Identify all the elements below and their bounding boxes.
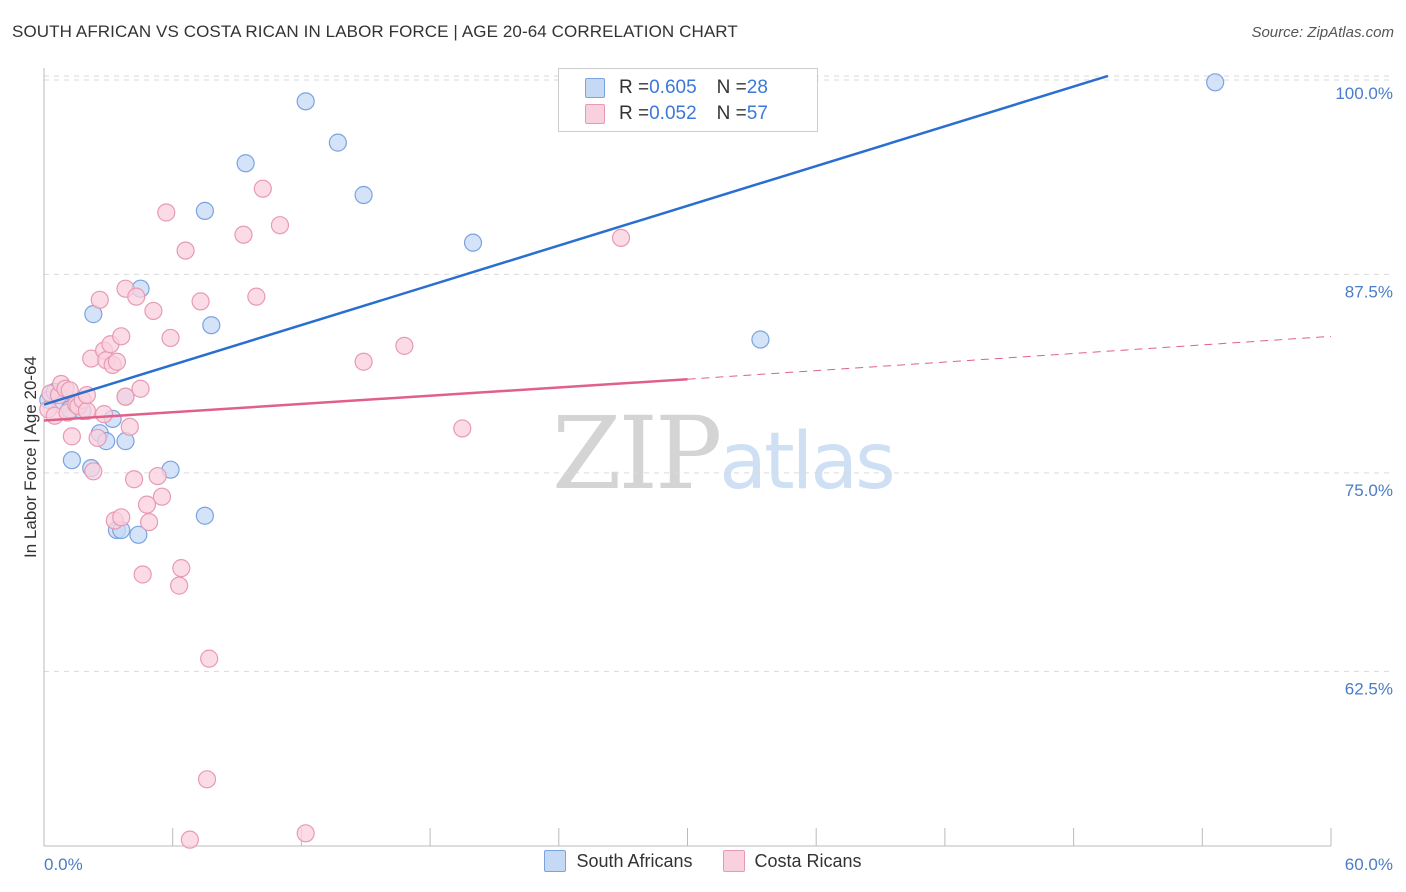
costa-rican-point: [94, 405, 114, 424]
legend-swatch-blue: [585, 78, 605, 98]
south-african-point: [202, 316, 221, 335]
costa-rican-point: [120, 417, 139, 436]
costa-rican-point: [234, 225, 253, 244]
costa-rican-point: [247, 287, 266, 306]
south-african-point: [129, 525, 148, 544]
y-tick-label: 87.5%: [1345, 282, 1393, 301]
x-tick-label-max: 60.0%: [1345, 855, 1393, 874]
legend-n-label: N =: [716, 77, 747, 98]
costa-rican-point: [197, 770, 217, 789]
series-legend-costa-ricans[interactable]: Costa Ricans: [722, 850, 862, 872]
series-legend-south-africans[interactable]: South Africans: [544, 850, 693, 872]
costa-rican-point: [161, 328, 180, 348]
costa-rican-point: [180, 830, 199, 849]
series-swatch-blue: [544, 850, 567, 872]
costa-rican-point: [253, 179, 272, 198]
costa-rican-point: [84, 462, 103, 481]
south-african-point: [236, 154, 255, 173]
legend-r-label: R =: [619, 77, 650, 98]
costa-rican-point: [148, 466, 167, 486]
costa-rican-point: [140, 512, 159, 532]
costa-rican-point: [62, 427, 81, 446]
costa-rican-point: [107, 352, 127, 371]
south-african-point: [195, 506, 214, 525]
watermark-atlas: atlas: [719, 417, 895, 507]
series-label-costa-ricans: Costa Ricans: [754, 850, 862, 871]
correlation-legend: R = 0.605 N = 28 R = 0.052 N = 57: [558, 68, 818, 132]
costa-rican-point: [144, 301, 163, 321]
legend-n-value: 57: [746, 103, 768, 124]
costa-rican-point: [116, 387, 135, 406]
south-african-point: [354, 185, 373, 205]
costa-rican-point: [131, 379, 150, 398]
legend-r-label: R =: [619, 103, 650, 124]
costa-rican-point: [611, 228, 631, 247]
costa-rican-point: [176, 241, 195, 260]
point-layer: [39, 73, 1225, 849]
legend-row-south-africans: R = 0.605 N = 28: [585, 75, 768, 101]
costa-rican-point: [157, 203, 176, 222]
label-layer: 62.5% 75.0% 87.5% 100.0% 0.0% 60.0% In Labor F…: [21, 84, 1393, 874]
trend-layer: [43, 74, 1332, 422]
watermark-zip: ZIP: [552, 395, 722, 512]
costa-ricans-trend-extension: [687, 335, 1332, 380]
y-axis-label: In Labor Force | Age 20-64: [21, 356, 40, 558]
south-african-point: [62, 451, 81, 470]
legend-r-value: 0.605: [649, 77, 697, 98]
series-swatch-pink: [722, 850, 745, 872]
costa-rican-point: [90, 290, 109, 309]
axis-layer: [43, 68, 1332, 847]
series-label-south-africans: South Africans: [576, 850, 693, 871]
costa-rican-point: [296, 824, 315, 843]
legend-swatch-pink: [585, 104, 605, 124]
watermark: ZIPatlas: [552, 395, 896, 512]
y-tick-label: 62.5%: [1345, 679, 1393, 698]
south-africans-trend-line: [43, 74, 1109, 406]
south-african-point: [328, 133, 347, 152]
south-african-point: [463, 233, 483, 252]
costa-rican-point: [127, 287, 146, 306]
costa-ricans-trend-line: [43, 377, 688, 422]
costa-rican-point: [270, 216, 290, 235]
south-african-point: [195, 201, 214, 220]
costa-rican-point: [88, 428, 107, 448]
legend-n-label: N =: [716, 103, 747, 124]
series-legend: South Africans Costa Ricans: [0, 850, 1406, 872]
costa-rican-point: [112, 327, 131, 346]
y-tick-label: 100.0%: [1335, 84, 1393, 103]
costa-rican-point: [395, 336, 414, 355]
costa-rican-point: [124, 470, 144, 489]
south-african-point: [296, 92, 315, 111]
south-african-point: [1206, 73, 1225, 92]
costa-rican-point: [172, 559, 191, 578]
costa-rican-point: [191, 292, 210, 311]
x-tick-label-min: 0.0%: [44, 855, 83, 874]
chart-source: Source: ZipAtlas.com: [1251, 24, 1394, 41]
costa-rican-point: [200, 649, 219, 668]
chart-title: SOUTH AFRICAN VS COSTA RICAN IN LABOR FO…: [12, 22, 738, 41]
costa-rican-point: [137, 495, 157, 514]
costa-rican-point: [133, 565, 152, 584]
y-tick-label: 75.0%: [1345, 481, 1393, 500]
costa-rican-point: [152, 487, 172, 506]
costa-rican-point: [453, 419, 472, 438]
legend-n-value: 28: [746, 77, 768, 98]
legend-row-costa-ricans: R = 0.052 N = 57: [585, 101, 768, 127]
south-african-point: [751, 330, 770, 349]
costa-rican-point: [170, 576, 189, 595]
costa-rican-point: [112, 508, 131, 527]
legend-r-value: 0.052: [649, 103, 697, 124]
costa-rican-point: [354, 352, 373, 371]
